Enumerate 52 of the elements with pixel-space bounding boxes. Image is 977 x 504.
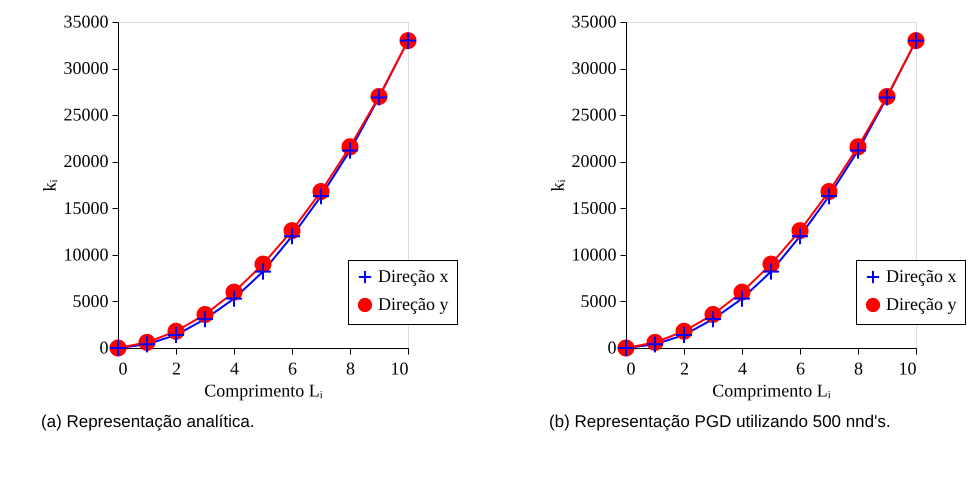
point	[312, 187, 330, 206]
y-tick-label: 15000	[572, 198, 616, 218]
x-axis-title: Comprimento Lᵢ	[204, 380, 323, 400]
x-tick-label: 8	[854, 358, 863, 378]
point	[762, 262, 780, 281]
legend-label: Direção x	[378, 266, 448, 286]
x-tick-label: 6	[796, 358, 805, 378]
y-tick-label: 5000	[580, 290, 616, 311]
y-tick-label: 0	[608, 338, 616, 358]
legend-label: Direção x	[886, 266, 956, 286]
y-tick-label: 20000	[64, 151, 108, 172]
point	[254, 262, 272, 281]
point	[704, 310, 722, 328]
point	[790, 227, 810, 246]
y-tick-label: 25000	[64, 104, 108, 125]
y-tick-label: 15000	[64, 198, 108, 218]
legend-label: Direção y	[886, 294, 956, 314]
point	[282, 227, 302, 246]
point	[340, 141, 360, 160]
legend-label: Direção y	[378, 294, 448, 314]
point	[196, 310, 214, 328]
y-axis-title: kᵢ	[40, 179, 60, 192]
x-tick-label: 10	[390, 358, 408, 378]
point	[732, 290, 752, 308]
point	[674, 326, 694, 344]
point	[166, 326, 186, 344]
point	[224, 290, 244, 308]
x-tick-label: 4	[230, 358, 239, 378]
x-tick-label: 0	[626, 358, 636, 378]
x-tick-label: 10	[898, 358, 916, 378]
y-tick-label: 35000	[572, 12, 616, 32]
x-tick-label: 2	[680, 358, 689, 378]
y-tick-label: 25000	[572, 104, 616, 125]
x-axis-title: Comprimento Lᵢ	[712, 380, 831, 400]
y-tick-label: 5000	[72, 290, 108, 311]
y-tick-label: 10000	[64, 244, 108, 264]
y-tick-label: 0	[100, 338, 108, 358]
y-tick-label: 10000	[572, 244, 616, 264]
y-tick-label: 20000	[572, 151, 616, 172]
text: (b) Representação PGD utilizando 500 nnd's.	[549, 412, 891, 431]
x-tick-label: 6	[288, 358, 297, 378]
point	[848, 141, 868, 160]
y-tick-label: 35000	[64, 12, 108, 32]
y-tick-label: 30000	[64, 58, 108, 78]
x-tick-label: 8	[346, 358, 355, 378]
point	[820, 187, 838, 206]
text: (a) Representação analítica.	[41, 412, 255, 431]
x-tick-label: 4	[738, 358, 747, 378]
y-tick-label: 30000	[572, 58, 616, 78]
x-tick-label: 0	[118, 358, 128, 378]
x-tick-label: 2	[172, 358, 181, 378]
y-axis-title: kᵢ	[548, 179, 568, 192]
